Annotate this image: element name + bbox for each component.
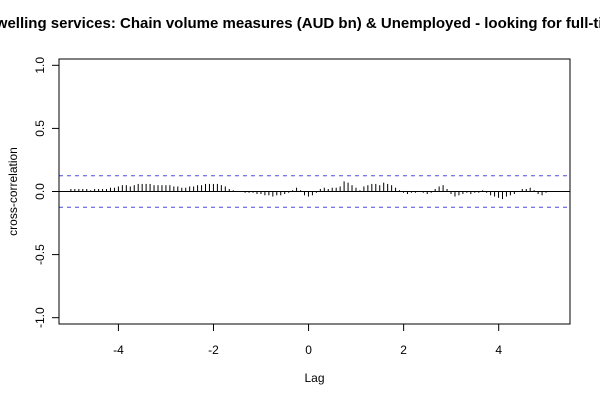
x-axis: -4 -2 0 2 4 [113,323,502,357]
x-tick-label: -2 [208,343,219,357]
x-tick-label: 0 [305,343,312,357]
y-tick-label: -0.5 [33,244,47,265]
y-tick-label: 0.5 [33,120,47,137]
x-axis-label: Lag [304,371,324,385]
y-tick-label: 0.0 [33,183,47,200]
y-axis: -1.0 -0.5 0.0 0.5 1.0 [33,57,60,328]
ccf-bars [70,181,547,200]
y-tick-label: -1.0 [33,307,47,328]
chart-title: welling services: Chain volume measures … [0,15,600,32]
x-tick-label: 2 [400,343,407,357]
x-tick-label: -4 [113,343,124,357]
confidence-bounds [59,175,570,208]
y-axis-label: cross-correlation [6,147,20,236]
y-tick-label: 1.0 [33,57,47,74]
x-tick-label: 4 [495,343,502,357]
